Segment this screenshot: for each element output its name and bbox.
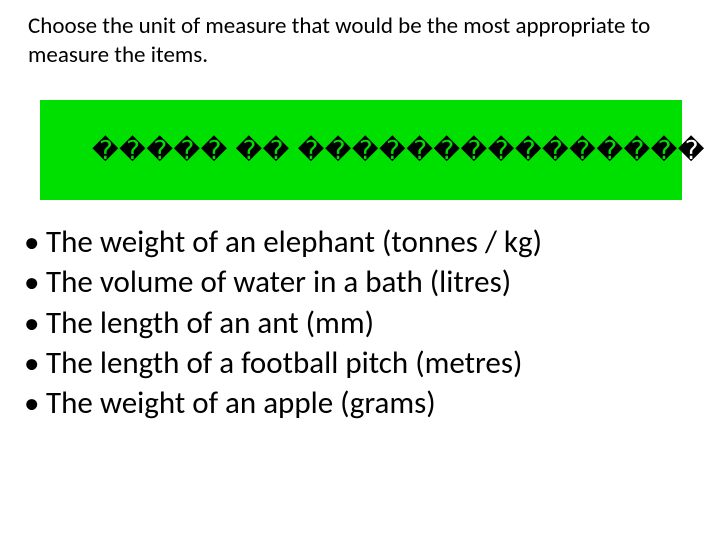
bullet-prefix: The weight of an elephant <box>46 223 382 261</box>
bullet-prefix: The length of a football pitch <box>46 344 415 382</box>
bullet-list: The weight of an elephant (tonnes / kg) … <box>24 222 700 423</box>
list-item: The volume of water in a bath (litres) <box>24 262 700 302</box>
list-item: The weight of an elephant (tonnes / kg) <box>24 222 700 262</box>
list-item: The weight of an apple (grams) <box>24 383 700 423</box>
green-highlight-box: ����� �� ��������������� <box>40 100 682 200</box>
bullet-answer: (grams) <box>340 384 435 422</box>
bullet-answer: (mm) <box>306 304 374 342</box>
list-item: The length of a football pitch (metres) <box>24 343 700 383</box>
list-item: The length of an ant (mm) <box>24 303 700 343</box>
bullet-answer: (tonnes / kg) <box>382 223 542 261</box>
green-box-text: ����� �� ��������������� <box>92 135 705 166</box>
instruction-text: Choose the unit of measure that would be… <box>28 12 692 70</box>
slide: Choose the unit of measure that would be… <box>0 0 720 540</box>
bullet-prefix: The weight of an apple <box>46 384 340 422</box>
bullet-answer: (metres) <box>415 344 522 382</box>
bullet-answer: (litres) <box>430 263 511 301</box>
bullet-prefix: The volume of water in a bath <box>46 263 430 301</box>
bullet-prefix: The length of an ant <box>46 304 306 342</box>
